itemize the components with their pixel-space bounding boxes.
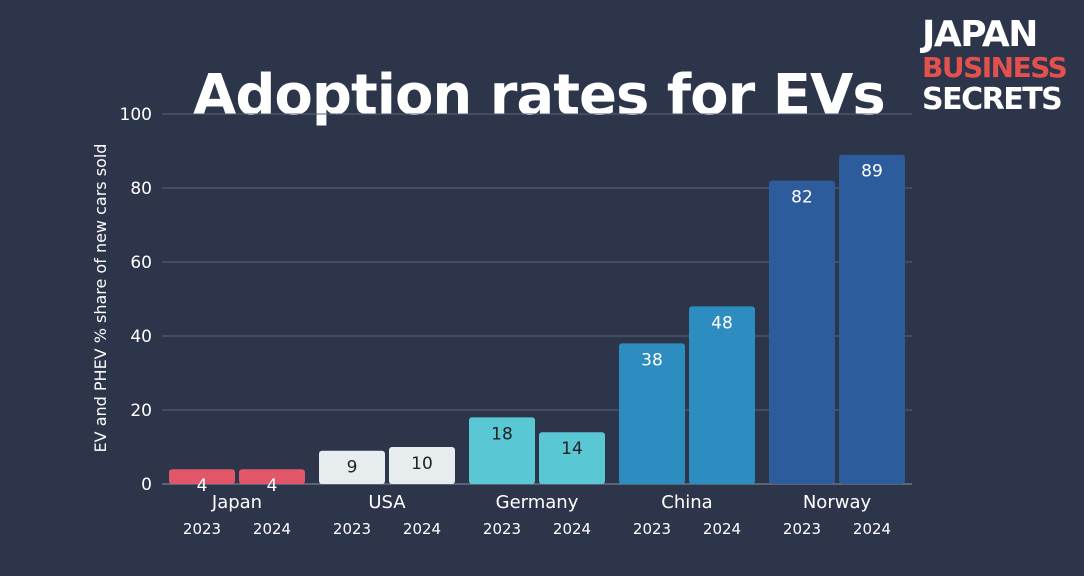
x-year-label: 2023 (483, 520, 521, 538)
y-tick-label: 40 (130, 327, 152, 347)
x-year-label: 2024 (853, 520, 891, 538)
x-axis-labels: 2023 2024 Japan 2023 2024 USA 2023 2024 Germany 2… (183, 492, 891, 538)
y-tick-label: 100 (120, 105, 152, 125)
y-tick-label: 60 (130, 253, 152, 273)
data-label: 48 (711, 313, 733, 333)
bar-usa-2023 (319, 450, 385, 484)
x-category-label: China (661, 492, 712, 513)
logo-line-3: SECRETS (922, 82, 1063, 117)
x-year-label: 2024 (553, 520, 591, 538)
bar-china-2023 (619, 343, 685, 484)
bar-china-2024 (689, 306, 755, 484)
brand-logo: JAPAN BUSINESS SECRETS (922, 14, 1068, 117)
data-label: 18 (491, 424, 513, 444)
x-category-label: Norway (803, 492, 872, 513)
data-label: 82 (791, 188, 813, 208)
x-year-label: 2023 (783, 520, 821, 538)
logo-line-1: JAPAN (922, 14, 1038, 55)
x-year-label: 2024 (703, 520, 741, 538)
y-tick-label: 20 (130, 401, 152, 421)
x-year-label: 2024 (253, 520, 291, 538)
y-tick-label: 0 (141, 475, 152, 495)
x-year-label: 2023 (633, 520, 671, 538)
x-category-label: Japan (211, 492, 262, 513)
bar-germany-2024 (539, 432, 605, 484)
x-category-label: Germany (496, 492, 579, 513)
bar-japan-2024 (239, 469, 305, 484)
data-label: 38 (641, 350, 663, 370)
bars: 4 4 9 10 18 14 38 48 82 89 (169, 154, 905, 496)
y-tick-label: 80 (130, 179, 152, 199)
chart-title: Adoption rates for EVs (193, 63, 886, 128)
y-axis-label: EV and PHEV % share of new cars sold (91, 144, 110, 453)
bar-germany-2023 (469, 417, 535, 484)
data-label: 4 (267, 476, 278, 496)
x-category-label: USA (368, 492, 406, 513)
data-label: 9 (347, 458, 358, 478)
data-label: 10 (411, 454, 433, 474)
x-year-label: 2023 (333, 520, 371, 538)
bar-usa-2024 (389, 447, 455, 484)
data-label: 89 (861, 162, 883, 182)
y-axis-ticks: 0 20 40 60 80 100 (120, 105, 152, 495)
bar-japan-2023 (169, 469, 235, 484)
data-label: 14 (561, 439, 583, 459)
x-year-label: 2023 (183, 520, 221, 538)
x-year-label: 2024 (403, 520, 441, 538)
data-label: 4 (197, 476, 208, 496)
bar-norway-2023 (769, 180, 835, 484)
logo-line-2: BUSINESS (922, 51, 1068, 84)
bar-norway-2024 (839, 154, 905, 484)
